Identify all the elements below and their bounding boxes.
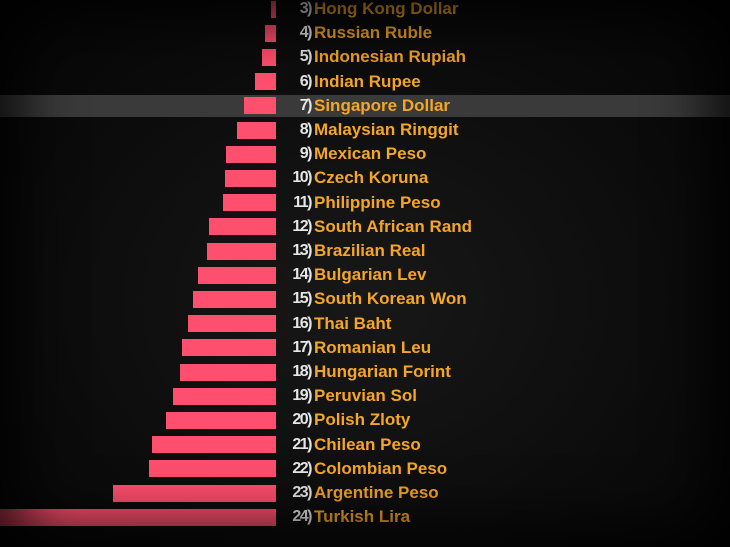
rank-label: 7) — [299, 96, 313, 114]
highlight-band — [0, 94, 730, 117]
rank-label: 5) — [299, 48, 313, 66]
rank-label: 12) — [292, 217, 312, 235]
currency-label: Malaysian Ringgit — [314, 120, 459, 139]
currency-label: Russian Ruble — [314, 23, 433, 43]
currency-label: Czech Koruna — [314, 168, 429, 188]
bar-4[interactable] — [265, 24, 276, 42]
rank-label: 24) — [292, 508, 312, 526]
rank-label: 20) — [292, 411, 312, 429]
currency-label: Indonesian Rupiah — [314, 47, 467, 67]
currency-label: Argentine Peso — [314, 483, 439, 502]
bar-13[interactable] — [207, 242, 276, 260]
currency-label: Singapore Dollar — [314, 95, 451, 115]
rank-label: 11) — [293, 193, 312, 211]
rank-label: 15) — [292, 290, 312, 308]
bar-14[interactable] — [198, 266, 276, 284]
bar-18[interactable] — [180, 363, 276, 381]
currency-label: South African Rand — [314, 216, 473, 236]
currency-label: Thai Baht — [314, 313, 392, 333]
bar-7[interactable] — [244, 97, 276, 115]
bar-3[interactable] — [270, 0, 276, 18]
currency-label: Romanian Leu — [314, 337, 432, 357]
currency-label: South Korean Won — [314, 289, 467, 309]
currency-label: Brazilian Real — [314, 241, 426, 260]
bar-12[interactable] — [208, 218, 276, 236]
currency-label: Turkish Lira — [314, 507, 411, 527]
currency-label: Mexican Peso — [314, 144, 427, 164]
rank-label: 23) — [292, 484, 312, 501]
rank-label: 14) — [292, 266, 312, 284]
bar-24[interactable] — [0, 508, 276, 526]
rank-label: 21) — [292, 435, 312, 453]
rank-label: 17) — [292, 338, 312, 356]
rank-label: 4) — [299, 24, 313, 42]
bar-17[interactable] — [182, 339, 276, 357]
rank-label: 3) — [299, 0, 313, 17]
bar-23[interactable] — [113, 484, 276, 502]
bar-10[interactable] — [224, 169, 276, 187]
bar-8[interactable] — [237, 121, 276, 139]
currency-label: Hungarian Forint — [314, 362, 451, 381]
currency-label: Colombian Peso — [314, 458, 448, 478]
rank-label: 16) — [292, 314, 312, 332]
currency-label: Philippine Peso — [314, 192, 441, 212]
rank-label: 19) — [292, 387, 312, 405]
rank-label: 13) — [292, 242, 312, 259]
bar-21[interactable] — [152, 436, 276, 454]
currency-label: Peruvian Sol — [314, 386, 417, 406]
bar-19[interactable] — [173, 387, 276, 405]
bar-11[interactable] — [222, 194, 276, 212]
bar-9[interactable] — [226, 145, 276, 163]
bar-15[interactable] — [192, 290, 276, 308]
rank-label: 9) — [299, 145, 313, 163]
rank-label: 6) — [299, 72, 313, 90]
bar-20[interactable] — [166, 411, 276, 429]
bar-22[interactable] — [148, 460, 276, 478]
bar-5[interactable] — [261, 48, 276, 66]
rank-label: 22) — [292, 459, 312, 477]
rank-label: 10) — [292, 169, 312, 187]
bar-16[interactable] — [187, 315, 276, 333]
currency-label: Chilean Peso — [314, 434, 421, 454]
currency-label: Bulgarian Lev — [314, 265, 427, 285]
currency-label: Hong Kong Dollar — [314, 0, 459, 18]
rank-label: 8) — [299, 121, 313, 138]
bar-6[interactable] — [254, 73, 276, 91]
rank-label: 18) — [292, 363, 312, 380]
currency-label: Polish Zloty — [314, 410, 411, 430]
currency-label: Indian Rupee — [314, 71, 421, 91]
